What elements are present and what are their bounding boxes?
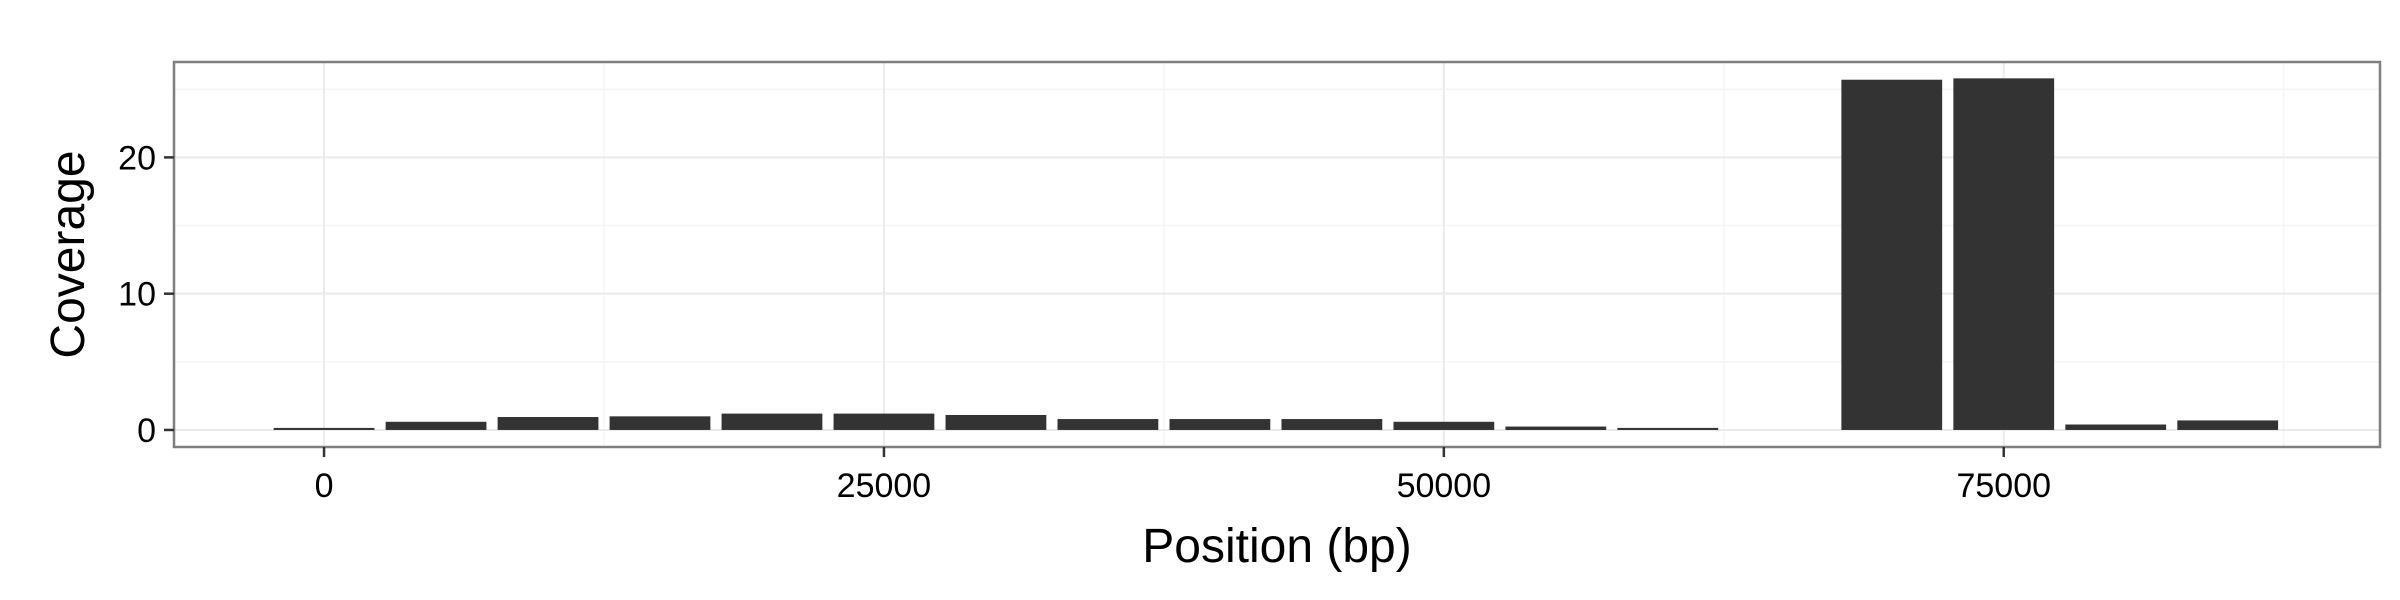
bar (721, 413, 823, 430)
x-tick-label: 50000 (1397, 467, 1492, 505)
bar (833, 413, 935, 430)
y-tick-label: 20 (118, 139, 156, 177)
y-axis-title: Coverage (42, 150, 95, 358)
bar (1393, 421, 1495, 430)
y-tick-label: 10 (118, 276, 156, 314)
bar (385, 421, 487, 430)
bar (1841, 79, 1943, 430)
bar (945, 414, 1047, 430)
y-tick-label: 0 (137, 412, 156, 450)
y-axis: 0 10 20 (118, 139, 174, 450)
x-tick-label: 75000 (1956, 467, 2051, 505)
x-axis-title: Position (bp) (1142, 520, 1411, 573)
bar (1953, 78, 2055, 430)
bar (2177, 420, 2279, 430)
bar (1057, 419, 1159, 430)
bar (2065, 424, 2167, 430)
bar (609, 416, 711, 430)
bar (273, 427, 375, 430)
bar (1169, 419, 1271, 430)
x-tick-label: 25000 (837, 467, 932, 505)
bars (273, 78, 2279, 430)
x-tick-label: 0 (315, 467, 334, 505)
bar (1281, 419, 1383, 430)
x-axis: 0 25000 50000 75000 (315, 447, 2051, 505)
bar (497, 417, 599, 430)
plot-panel-border (172, 60, 2382, 449)
bar (1617, 427, 1719, 430)
bar (1505, 426, 1607, 430)
